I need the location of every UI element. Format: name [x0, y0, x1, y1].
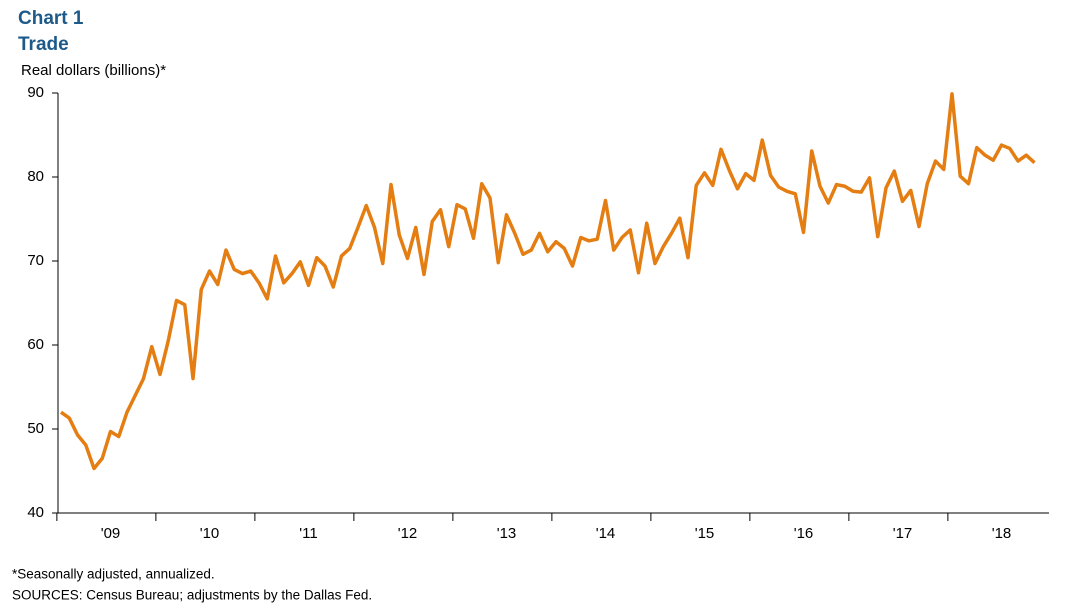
x-tick-label: '18 [992, 525, 1012, 542]
x-tick-label: '09 [101, 525, 121, 542]
x-tick-label: '11 [299, 525, 317, 542]
x-tick-label: '14 [596, 525, 616, 542]
x-tick-label: '16 [794, 525, 814, 542]
x-tick-label: '13 [497, 525, 517, 542]
source-note: SOURCES: Census Bureau; adjustments by t… [12, 588, 372, 603]
y-tick-label: 70 [27, 252, 44, 269]
y-axis-label: Real dollars (billions)* [21, 62, 166, 79]
y-tick-label: 60 [27, 336, 44, 353]
data-line [59, 92, 1036, 471]
x-tick-label: '10 [200, 525, 220, 542]
y-tick-label: 90 [27, 84, 44, 101]
y-tick-label: 80 [27, 168, 44, 185]
x-tick-label: '15 [695, 525, 715, 542]
footnote: *Seasonally adjusted, annualized. [12, 567, 215, 582]
x-tick-label: '12 [398, 525, 418, 542]
chart-subtitle: Trade [18, 34, 69, 55]
y-tick-label: 40 [27, 504, 44, 521]
x-tick-label: '17 [893, 525, 913, 542]
chart-title: Chart 1 [18, 8, 84, 29]
y-tick-label: 50 [27, 420, 44, 437]
